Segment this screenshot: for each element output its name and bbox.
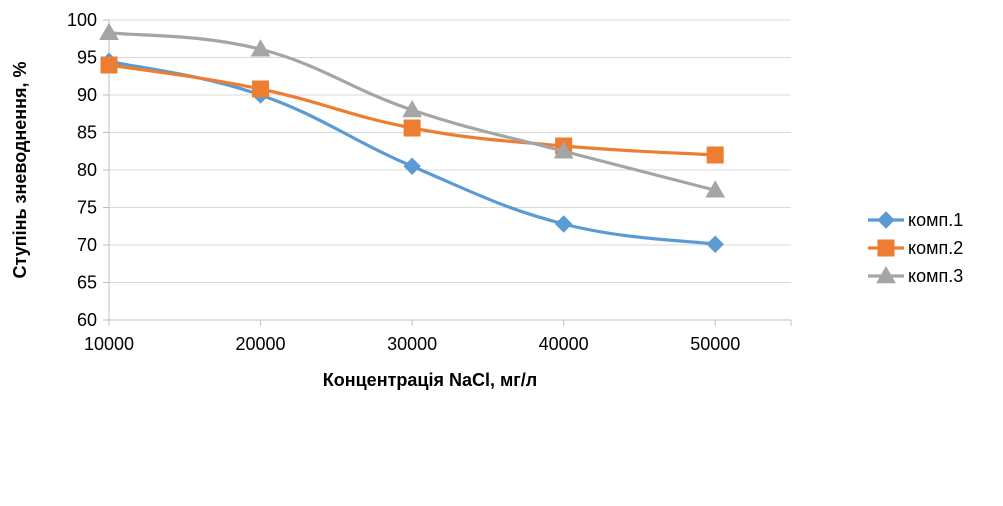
gridlines bbox=[109, 19, 791, 321]
x-tick-label: 20000 bbox=[236, 334, 286, 354]
legend-marker bbox=[877, 239, 895, 257]
y-tick-label: 100 bbox=[67, 10, 97, 30]
series-lines bbox=[99, 22, 726, 253]
legend-label: комп.2 bbox=[908, 238, 963, 258]
data-point-marker bbox=[402, 99, 422, 118]
legend-item: комп.2 bbox=[868, 238, 963, 258]
data-point-marker bbox=[554, 215, 573, 233]
data-point-marker bbox=[250, 39, 271, 57]
data-point-marker bbox=[252, 80, 270, 98]
y-tick-label: 65 bbox=[77, 273, 97, 293]
legend: комп.1 комп.2 комп.3 bbox=[868, 210, 963, 286]
data-point-marker bbox=[553, 141, 574, 159]
y-tick-label: 95 bbox=[77, 48, 97, 68]
data-point-marker bbox=[706, 235, 724, 253]
x-tick-label: 40000 bbox=[539, 334, 589, 354]
y-axis-title: Ступінь зневоднення, % bbox=[10, 61, 30, 278]
data-point-marker bbox=[100, 56, 118, 74]
data-point-marker bbox=[403, 157, 421, 175]
x-axis-title: Концентрація NaCl, мг/л bbox=[323, 370, 537, 390]
legend-item: комп.3 bbox=[868, 265, 963, 286]
legend-label: комп.3 bbox=[908, 266, 963, 286]
x-tick-label: 10000 bbox=[84, 334, 134, 354]
series-line bbox=[107, 59, 717, 246]
x-tick-label: 30000 bbox=[387, 334, 437, 354]
legend-item: комп.1 bbox=[868, 210, 963, 230]
y-tick-label: 60 bbox=[77, 310, 97, 330]
y-tick-label: 85 bbox=[77, 123, 97, 143]
axes: 60 65 70 75 80 85 90 95 100 10000 20000 30000 40000 5… bbox=[67, 10, 792, 354]
y-tick-label: 70 bbox=[77, 235, 97, 255]
y-tick-label: 75 bbox=[77, 198, 97, 218]
legend-marker bbox=[876, 265, 896, 284]
legend-label: комп.1 bbox=[908, 210, 963, 230]
series-1 bbox=[100, 52, 724, 253]
data-point-marker bbox=[706, 146, 724, 164]
legend-marker bbox=[877, 211, 895, 229]
data-point-marker bbox=[705, 180, 726, 198]
y-tick-label: 80 bbox=[77, 160, 97, 180]
x-tick-label: 50000 bbox=[690, 334, 740, 354]
data-point-marker bbox=[99, 22, 119, 40]
series-3 bbox=[99, 22, 726, 198]
data-point-marker bbox=[403, 119, 421, 137]
y-tick-label: 90 bbox=[77, 85, 97, 105]
